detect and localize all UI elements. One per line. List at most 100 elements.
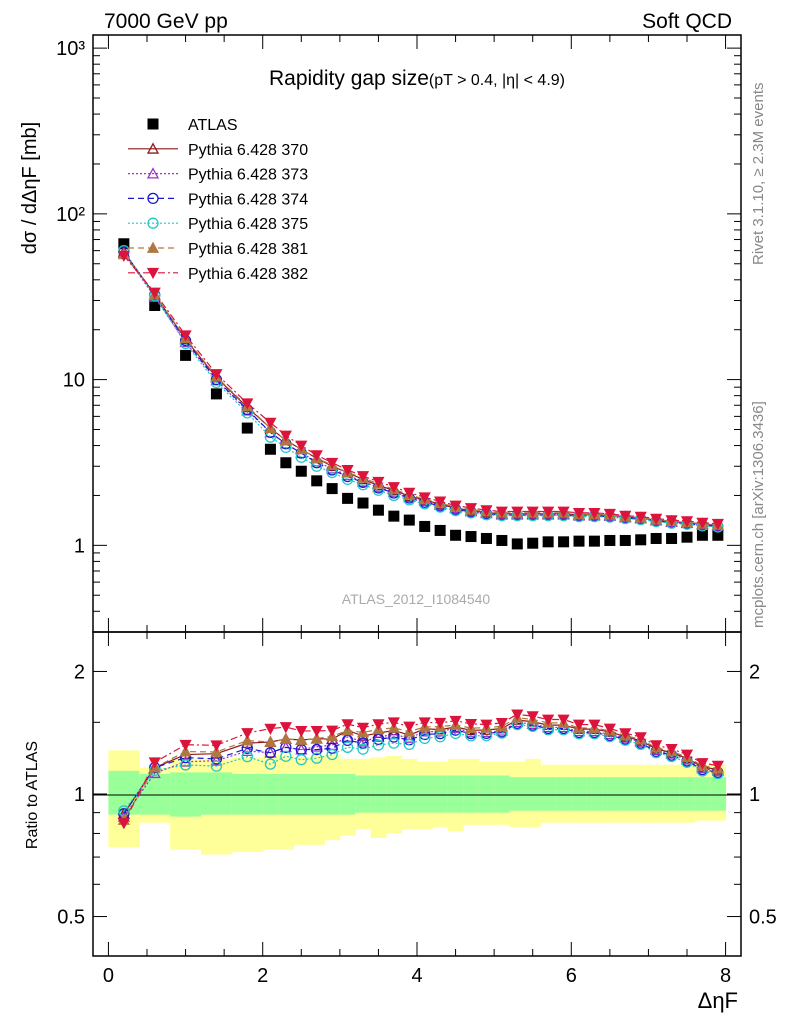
series-4 xyxy=(118,244,724,533)
legend-item-4: Pythia 6.428 375 xyxy=(128,216,308,233)
data-point xyxy=(465,531,477,543)
band-stat xyxy=(432,775,449,813)
ratio-point xyxy=(419,732,431,745)
ratio-point xyxy=(403,738,415,751)
data-point xyxy=(357,497,369,509)
data-point xyxy=(496,534,508,546)
main-ytick-label: 10² xyxy=(56,204,85,226)
data-point xyxy=(149,299,161,311)
main-subtitle-text: (pT > 0.4, |η| < 4.9) xyxy=(429,72,565,89)
band-stat xyxy=(447,775,464,813)
data-point xyxy=(310,450,323,462)
ratio-point xyxy=(619,728,632,740)
data-point xyxy=(356,471,370,483)
data-point xyxy=(542,536,554,548)
legend-item-1: Pythia 6.428 370 xyxy=(128,142,308,159)
ratio-point xyxy=(311,743,323,756)
data-point xyxy=(681,531,693,543)
data-point xyxy=(542,506,555,518)
data-point xyxy=(326,483,338,495)
data-point xyxy=(295,440,308,452)
ratio-point xyxy=(179,745,192,757)
data-point xyxy=(264,417,277,429)
band-stat xyxy=(401,775,418,813)
ratio-point xyxy=(241,750,253,763)
data-point xyxy=(387,482,400,494)
ratio-ticks: 0.5 0.5 1 1 2 2 0 2 4 6 8 xyxy=(57,632,777,987)
ratio-point xyxy=(117,818,130,830)
ratio-point xyxy=(295,726,308,738)
ratio-ytick-label: 1 xyxy=(74,784,85,806)
ratio-ylabel: Ratio to ATLAS xyxy=(24,741,41,849)
ratio-point xyxy=(572,719,586,731)
ratio-point xyxy=(341,719,354,731)
data-point xyxy=(241,398,254,410)
legend-label: Pythia 6.428 370 xyxy=(188,142,308,159)
legend-marker xyxy=(146,142,160,154)
ratio-point xyxy=(480,719,493,731)
data-point xyxy=(148,287,161,299)
ratio-point xyxy=(387,717,400,729)
data-point xyxy=(666,532,678,544)
watermark: ATLAS_2012_I1084540 xyxy=(342,591,491,607)
ratio-point xyxy=(310,732,323,744)
data-point xyxy=(526,506,539,518)
data-point xyxy=(388,510,400,522)
legend-item-2: Pythia 6.428 373 xyxy=(128,167,308,184)
band-stat xyxy=(139,773,171,815)
ratio-point xyxy=(557,714,570,726)
ratio-ytick-label-right: 0.5 xyxy=(749,907,777,929)
data-point xyxy=(403,487,416,499)
legend-label: Pythia 6.428 375 xyxy=(188,216,308,233)
data-point xyxy=(241,422,253,434)
band-stat xyxy=(694,777,711,811)
series-2 xyxy=(117,246,724,531)
legend-marker xyxy=(146,241,160,253)
band-stat xyxy=(231,773,264,815)
ratio-point xyxy=(241,728,254,740)
legend-item-5: Pythia 6.428 381 xyxy=(128,241,308,258)
ratio-point xyxy=(634,732,647,744)
series-5 xyxy=(117,247,724,530)
band-stat xyxy=(355,775,372,813)
data-point xyxy=(511,538,523,550)
ratio-point xyxy=(148,757,161,769)
ratio-point xyxy=(372,739,385,751)
ratio-point xyxy=(603,723,616,735)
data-point xyxy=(635,534,647,546)
ratio-ytick-label: 0.5 xyxy=(57,907,85,929)
ratio-point xyxy=(511,709,524,721)
ratio-point xyxy=(372,719,385,731)
data-point xyxy=(210,388,222,400)
data-point xyxy=(527,537,539,549)
ratio-point xyxy=(179,739,192,752)
band-stat xyxy=(663,777,680,811)
ratio-point xyxy=(241,744,254,757)
xtick-label: 6 xyxy=(566,965,577,987)
legend-marker xyxy=(147,118,159,130)
main-ylabel: dσ / dΔηF [mb] xyxy=(19,122,41,254)
data-point xyxy=(603,508,616,521)
data-point xyxy=(179,330,192,342)
band-stat xyxy=(417,775,433,813)
main-panel: 1 10 10² 10³ Rapidity gap size(pT > 0.4, |η… xyxy=(19,34,742,633)
band-stat xyxy=(386,775,403,813)
main-series-layer xyxy=(117,238,724,550)
data-point xyxy=(572,507,586,520)
xtick-label: 2 xyxy=(257,965,268,987)
data-point xyxy=(180,349,192,361)
ratio-point xyxy=(357,737,369,749)
ratio-point xyxy=(279,732,292,744)
data-point xyxy=(118,238,130,250)
ratio-point xyxy=(280,750,292,762)
data-point xyxy=(434,496,447,508)
ratio-point xyxy=(310,726,323,738)
ratio-panel: 0.5 0.5 1 1 2 2 0 2 4 6 8 Ratio to ATLAS ΔηF xyxy=(24,631,777,1013)
data-point xyxy=(342,492,354,504)
ratio-bands xyxy=(108,750,727,855)
main-ticks: 1 10 10² 10³ xyxy=(56,35,741,633)
ratio-series-layer xyxy=(117,709,724,830)
ratio-point xyxy=(680,749,694,761)
ratio-point xyxy=(588,719,601,731)
data-point xyxy=(712,529,724,541)
